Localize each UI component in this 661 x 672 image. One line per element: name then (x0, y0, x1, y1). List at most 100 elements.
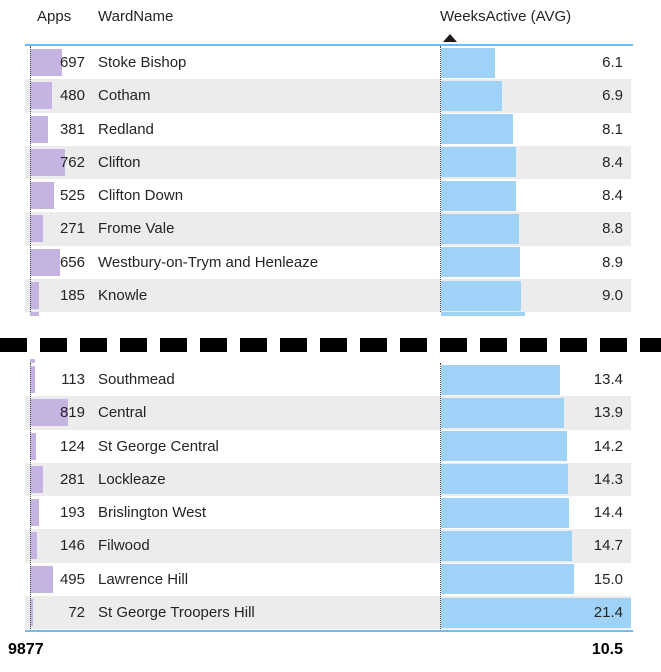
weeks-active-value: 14.3 (593, 470, 623, 488)
rows-container: 697 Stoke Bishop 6.1 480 Cotham 6.9 381 … (25, 46, 631, 313)
ward-name: Lawrence Hill (98, 570, 189, 588)
apps-value: 525 (59, 187, 85, 205)
table-row[interactable]: 113 Southmead 13.4 (25, 363, 631, 396)
weeks-data-bar (441, 564, 575, 595)
apps-value: 819 (59, 404, 85, 422)
apps-data-bar (30, 465, 43, 493)
table-row[interactable]: 185 Knowle 9.0 (25, 279, 631, 313)
apps-data-bar (30, 115, 48, 143)
weeks-data-bar (441, 497, 569, 528)
column-header-apps[interactable]: Apps (37, 8, 72, 25)
ward-name: Westbury-on-Trym and Henleaze (98, 253, 319, 271)
totals-row: 9877 10.5 (0, 636, 661, 664)
weeks-data-bar (441, 364, 560, 395)
table-row[interactable]: 495 Lawrence Hill 15.0 (25, 563, 631, 596)
weeks-active-value: 14.4 (593, 504, 623, 522)
ward-name: Lockleaze (98, 470, 166, 488)
table-row[interactable]: 656 Westbury-on-Trym and Henleaze 8.9 (25, 246, 631, 279)
table-row[interactable]: 193 Brislington West 14.4 (25, 496, 631, 529)
apps-value: 697 (59, 54, 85, 71)
table-row[interactable]: 697 Stoke Bishop 6.1 (25, 46, 631, 79)
apps-data-bar (30, 215, 43, 243)
truncation-dashed-separator (0, 338, 661, 352)
table-row[interactable]: 762 Clifton 8.4 (25, 145, 631, 180)
apps-value: 146 (59, 537, 85, 555)
ward-name: Clifton (98, 153, 141, 171)
apps-value: 281 (59, 470, 85, 488)
apps-value: 72 (68, 604, 85, 622)
table-row[interactable]: 72 St George Troopers Hill 21.4 (25, 596, 631, 630)
total-apps-value: 9877 (8, 641, 44, 658)
sort-ascending-icon[interactable] (443, 34, 457, 42)
apps-value: 656 (59, 253, 85, 271)
apps-data-bar (30, 182, 55, 210)
weeks-data-bar (441, 312, 525, 317)
weeks-bar-axis-line (440, 363, 441, 630)
ward-name: Filwood (98, 537, 150, 555)
ward-name: Cotham (98, 87, 151, 105)
table-section-top: 697 Stoke Bishop 6.1 480 Cotham 6.9 381 … (25, 46, 631, 313)
apps-data-bar (30, 248, 61, 276)
apps-data-bar (30, 432, 36, 460)
weeks-active-value: 8.4 (602, 153, 623, 171)
apps-data-bar (30, 359, 35, 363)
apps-data-bar (30, 499, 39, 527)
apps-bar-axis-line (30, 363, 31, 630)
apps-data-bar (30, 148, 66, 176)
apps-value: 193 (59, 504, 85, 522)
apps-value: 124 (59, 437, 85, 455)
ward-name: Stoke Bishop (98, 54, 187, 71)
weeks-data-bar (441, 180, 516, 211)
column-header-wardname[interactable]: WardName (98, 8, 174, 25)
apps-value: 381 (59, 120, 85, 138)
apps-data-bar (30, 82, 53, 110)
table-row[interactable]: 819 Central 13.9 (25, 396, 631, 430)
ward-name: Frome Vale (98, 220, 175, 238)
weeks-data-bar (441, 431, 568, 462)
ward-name: Clifton Down (98, 187, 184, 205)
weeks-data-bar (441, 47, 496, 78)
ward-name: Southmead (98, 371, 175, 388)
weeks-active-value: 9.0 (602, 287, 623, 305)
table-row[interactable]: 124 St George Central 14.2 (25, 430, 631, 463)
ward-name: Central (98, 404, 147, 422)
ward-name: St George Central (98, 437, 219, 455)
apps-value: 185 (59, 287, 85, 305)
apps-value: 495 (59, 570, 85, 588)
apps-data-bar (30, 565, 53, 593)
apps-bar-axis-line (30, 46, 31, 313)
ward-name: Brislington West (98, 504, 207, 522)
column-header-weeksactive[interactable]: WeeksActive (AVG) (440, 8, 572, 25)
weeks-active-value: 8.4 (602, 187, 623, 205)
weeks-active-value: 14.7 (593, 537, 623, 555)
table-row[interactable]: 381 Redland 8.1 (25, 113, 631, 146)
weeks-active-value: 13.9 (593, 404, 623, 422)
apps-value: 271 (59, 220, 85, 238)
table-row[interactable]: 271 Frome Vale 8.8 (25, 212, 631, 246)
apps-value: 113 (61, 371, 85, 388)
ward-name: St George Troopers Hill (98, 604, 255, 622)
table-row[interactable]: 525 Clifton Down 8.4 (25, 179, 631, 212)
weeks-data-bar (441, 530, 572, 561)
table-row[interactable]: 281 Lockleaze 14.3 (25, 462, 631, 497)
apps-value: 480 (59, 87, 85, 105)
weeks-active-value: 8.1 (602, 120, 623, 138)
table-section-bottom: 113 Southmead 13.4 819 Central 13.9 124 … (25, 363, 631, 630)
header-divider (25, 44, 633, 46)
table-row[interactable]: 146 Filwood 14.7 (25, 529, 631, 563)
apps-data-bar (30, 312, 39, 317)
weeks-data-bar (441, 80, 503, 111)
weeks-active-value: 6.9 (602, 87, 623, 105)
weeks-active-value: 8.8 (602, 220, 623, 238)
weeks-active-value: 21.4 (593, 604, 623, 622)
weeks-active-value: 8.9 (602, 253, 623, 271)
weeks-active-value: 14.2 (593, 437, 623, 455)
weeks-active-value: 13.4 (593, 371, 623, 388)
weeks-active-value: 6.1 (602, 54, 623, 71)
table-row[interactable]: 480 Cotham 6.9 (25, 79, 631, 113)
ward-name: Knowle (98, 287, 148, 305)
apps-data-bar (30, 366, 36, 393)
truncated-row-fragment (25, 312, 631, 317)
weeks-data-bar (441, 213, 520, 244)
apps-data-bar (30, 49, 63, 76)
